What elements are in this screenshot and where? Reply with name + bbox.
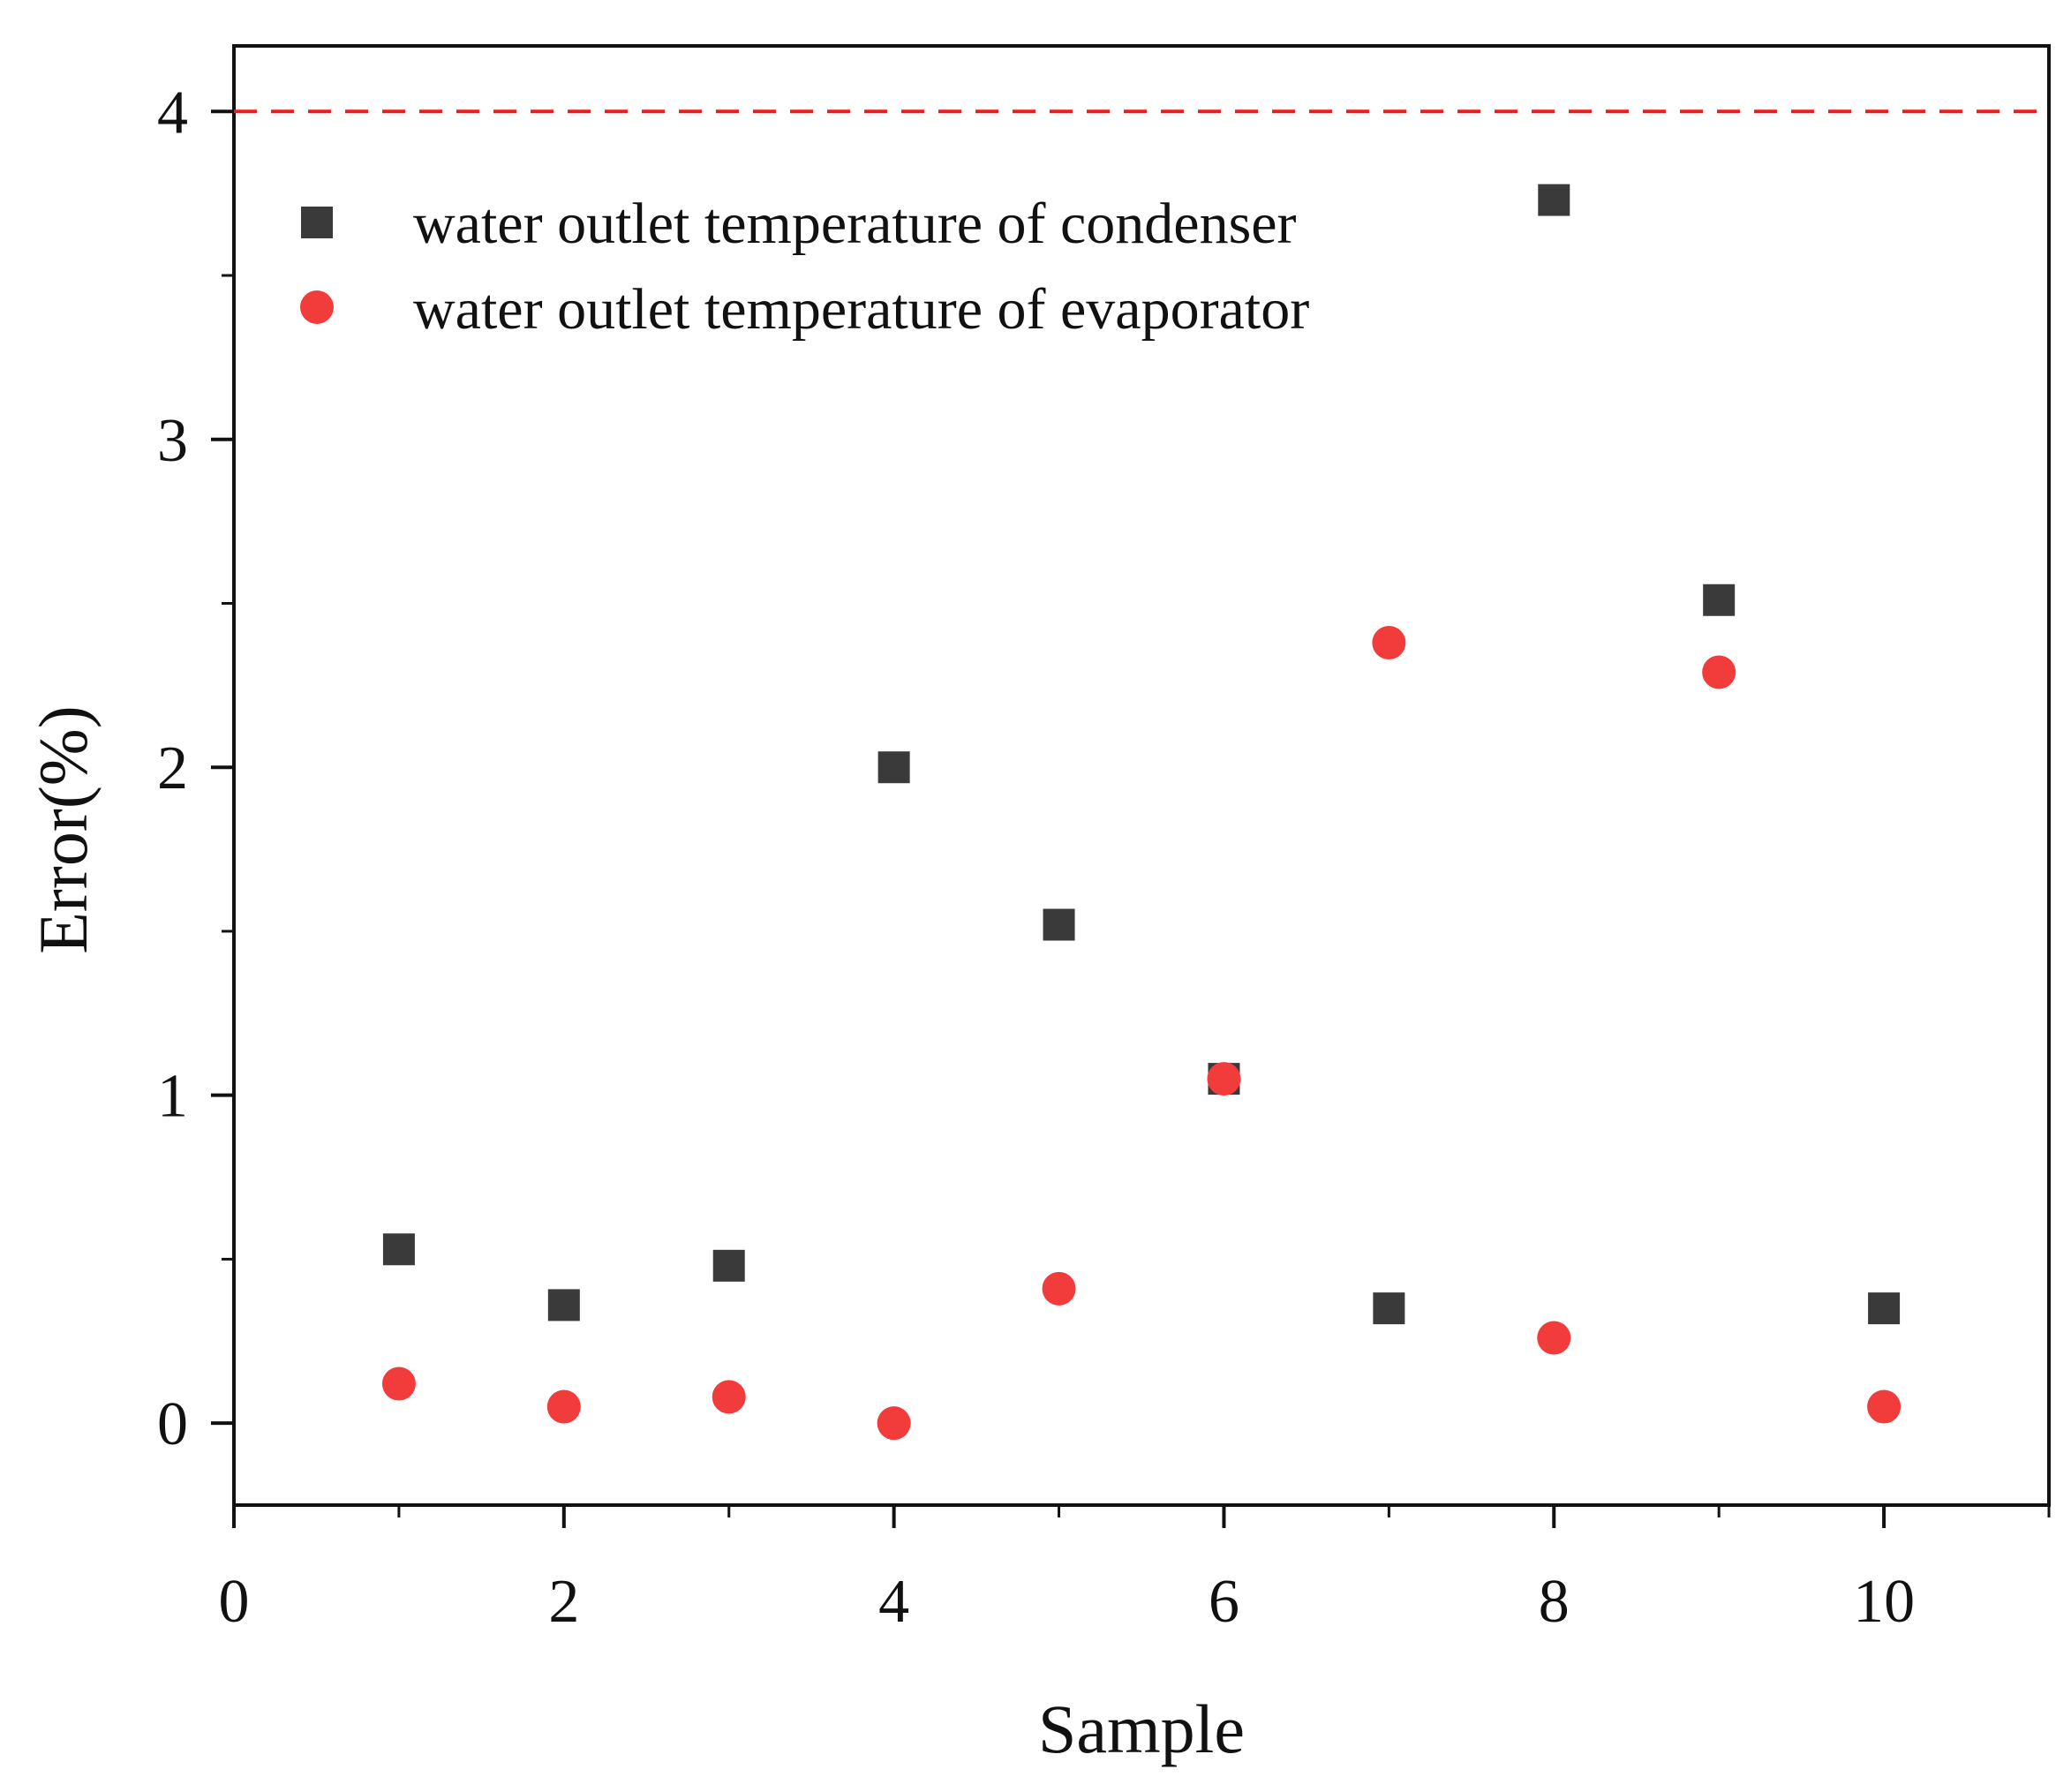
condenser-data-point — [877, 751, 910, 784]
condenser-data-point — [712, 1249, 745, 1282]
evaporator-data-point — [712, 1380, 746, 1414]
plot-area-frame — [232, 44, 2051, 1507]
x-tick-label: 2 — [548, 1568, 579, 1636]
x-tick-label: 6 — [1209, 1568, 1239, 1636]
condenser-data-point — [382, 1233, 415, 1266]
x-tick-labels: 0 2 4 6 8 10 — [219, 1568, 1916, 1636]
evaporator-data-point — [1372, 626, 1406, 660]
tick-layer — [211, 109, 2051, 1528]
evaporator-data-point — [546, 1389, 581, 1424]
legend-label-condenser: water outlet temperature of condenser — [413, 192, 1297, 256]
y-tick-labels: 0 1 2 3 4 — [157, 79, 188, 1458]
x-tick-label: 8 — [1539, 1568, 1570, 1636]
condenser-data-point — [1373, 1292, 1405, 1325]
condenser-data-point — [1043, 908, 1075, 941]
data-points-layer — [381, 184, 1902, 1441]
evaporator-data-point — [1042, 1271, 1076, 1306]
x-tick-label: 10 — [1853, 1568, 1915, 1636]
evaporator-data-point — [1867, 1389, 1902, 1424]
condenser-data-point — [1538, 184, 1570, 216]
y-tick-label: 2 — [157, 734, 188, 802]
condenser-data-point — [547, 1289, 580, 1321]
y-tick-label: 0 — [157, 1390, 188, 1458]
y-tick-label: 1 — [157, 1063, 188, 1131]
condenser-data-point — [1703, 584, 1736, 616]
legend: water outlet temperature of condenser wa… — [300, 192, 1309, 342]
evaporator-data-point — [877, 1406, 911, 1441]
legend-marker-square-icon — [301, 207, 333, 238]
evaporator-data-point — [381, 1367, 416, 1401]
x-tick-label: 4 — [878, 1568, 909, 1636]
x-tick-label: 0 — [219, 1568, 250, 1636]
y-tick-label: 4 — [157, 79, 188, 147]
y-tick-label: 3 — [157, 407, 188, 475]
evaporator-data-point — [1537, 1321, 1571, 1355]
legend-marker-circle-icon — [300, 290, 334, 324]
evaporator-data-point — [1207, 1062, 1241, 1096]
condenser-data-point — [1868, 1292, 1901, 1325]
x-axis-title: Sample — [1038, 1690, 1245, 1767]
y-axis-title: Error(%) — [25, 705, 102, 954]
evaporator-data-point — [1702, 655, 1736, 689]
legend-label-evaporator: water outlet temperature of evaporator — [413, 277, 1309, 342]
